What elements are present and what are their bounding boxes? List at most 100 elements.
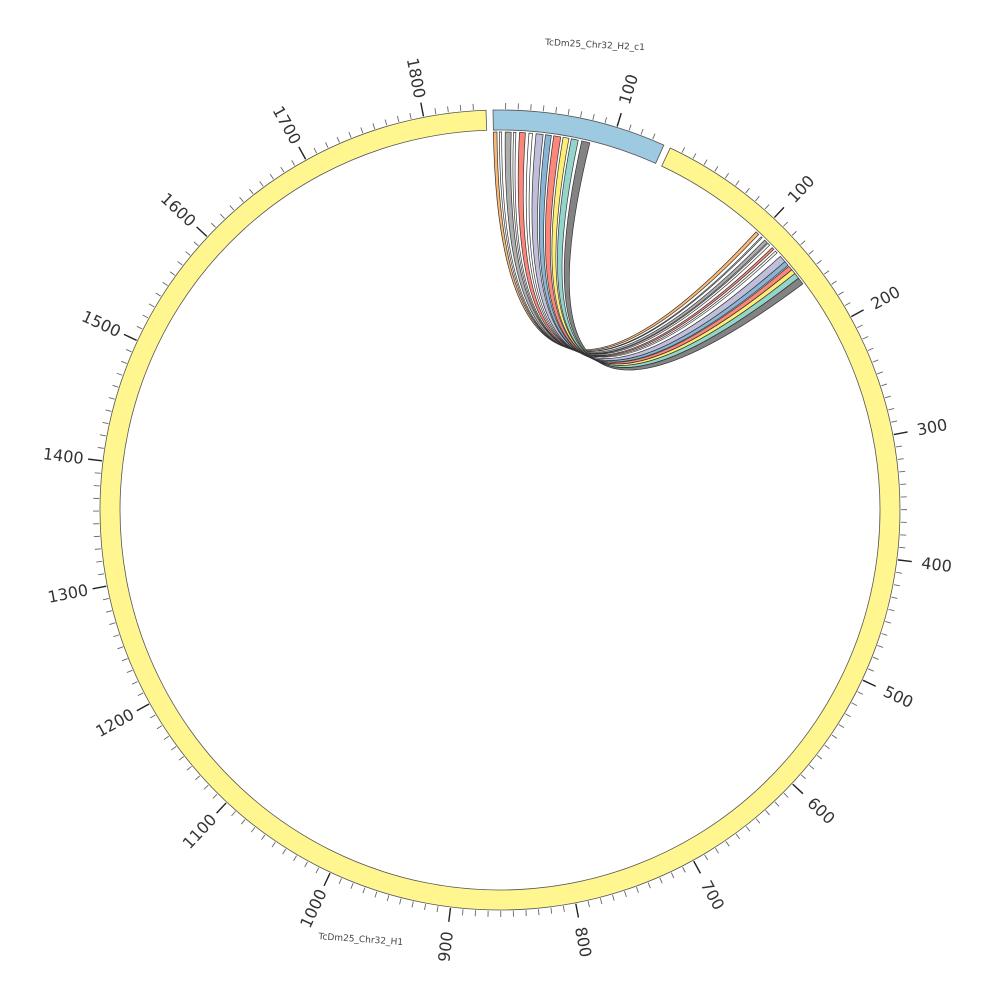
minor-tick (399, 898, 402, 905)
minor-tick (162, 281, 168, 286)
minor-tick (884, 395, 891, 399)
tick-label: 100 (615, 72, 642, 107)
minor-tick (424, 903, 427, 911)
minor-tick (647, 882, 651, 889)
minor-tick (604, 117, 608, 124)
minor-tick (800, 240, 806, 246)
major-tick (862, 679, 877, 687)
minor-tick (178, 756, 184, 761)
minor-tick (872, 656, 879, 660)
minor-tick (98, 573, 105, 576)
minor-tick (102, 421, 109, 425)
tick-label: 1200 (93, 705, 138, 741)
minor-tick (374, 891, 378, 898)
major-tick (88, 458, 103, 462)
minor-tick (755, 196, 760, 202)
minor-tick (304, 861, 308, 868)
minor-tick (186, 765, 192, 771)
minor-tick (447, 106, 449, 113)
minor-tick (628, 124, 632, 131)
minor-tick (240, 819, 246, 825)
major-tick (575, 903, 580, 918)
minor-tick (857, 691, 864, 695)
major-tick (196, 226, 208, 237)
minor-tick (94, 548, 101, 550)
minor-tick (239, 196, 244, 203)
link-ribbon-8 (538, 134, 789, 363)
minor-tick (703, 159, 708, 166)
minor-tick (899, 470, 906, 473)
minor-tick (885, 621, 892, 624)
minor-tick (567, 108, 570, 115)
major-tick (850, 309, 864, 318)
minor-tick (714, 848, 719, 854)
major-tick (616, 112, 622, 127)
minor-tick (624, 891, 627, 898)
minor-tick (636, 886, 639, 893)
minor-tick (142, 314, 149, 319)
minor-tick (220, 213, 225, 219)
minor-tick (155, 292, 162, 297)
tick-label: 700 (697, 877, 728, 913)
minor-tick (112, 384, 119, 388)
minor-tick (102, 598, 109, 601)
minor-tick (250, 827, 256, 833)
minor-tick (783, 792, 789, 798)
minor-tick (362, 887, 366, 894)
major-tick (448, 907, 452, 922)
minor-tick (105, 409, 112, 412)
minor-tick (659, 877, 663, 884)
minor-tick (542, 105, 545, 112)
minor-tick (108, 397, 115, 400)
minor-tick (838, 291, 844, 296)
minor-tick (372, 123, 376, 130)
minor-tick (735, 833, 741, 840)
minor-tick (735, 180, 740, 186)
minor-tick (725, 841, 730, 847)
minor-tick (612, 894, 615, 901)
minor-tick (384, 119, 388, 126)
minor-tick (163, 735, 170, 740)
minor-tick (271, 841, 276, 848)
minor-tick (783, 221, 788, 227)
minor-tick (348, 131, 352, 138)
minor-tick (856, 324, 863, 329)
minor-tick (137, 692, 144, 697)
minor-tick (745, 188, 750, 194)
major-tick (893, 431, 908, 436)
minor-tick (681, 147, 686, 153)
sequence-name-h2-c1: TcDm25_Chr32_H2_c1 (544, 38, 645, 53)
tick-label: 500 (880, 682, 916, 712)
link-ribbon-6 (525, 132, 778, 358)
minor-tick (816, 260, 822, 265)
minor-tick (800, 774, 806, 780)
tick-label: 400 (920, 553, 953, 576)
minor-tick (868, 668, 874, 672)
minor-tick (396, 116, 400, 123)
label-layer: TcDm25_Chr32_H2_c1 TcDm25_Chr32_H1 (317, 38, 645, 948)
minor-tick (765, 810, 770, 816)
minor-tick (824, 744, 830, 750)
minor-tick (193, 241, 199, 247)
minor-tick (851, 702, 858, 707)
minor-tick (555, 106, 558, 113)
major-tick (792, 783, 804, 795)
minor-tick (434, 108, 437, 115)
tick-label: 1000 (296, 886, 330, 931)
minor-tick (360, 127, 364, 134)
minor-tick (280, 166, 285, 173)
link-ribbon-2 (498, 131, 763, 352)
minor-tick (877, 371, 883, 375)
minor-tick (462, 909, 464, 916)
tick-label: 900 (434, 930, 457, 963)
minor-tick (831, 734, 838, 739)
tick-label: 1600 (157, 189, 200, 231)
minor-tick (338, 878, 342, 885)
minor-tick (120, 360, 127, 364)
sequence-name-h1: TcDm25_Chr32_H1 (317, 932, 403, 948)
minor-tick (809, 764, 815, 770)
minor-tick (212, 793, 218, 799)
minor-tick (350, 882, 354, 889)
minor-tick (249, 188, 254, 195)
